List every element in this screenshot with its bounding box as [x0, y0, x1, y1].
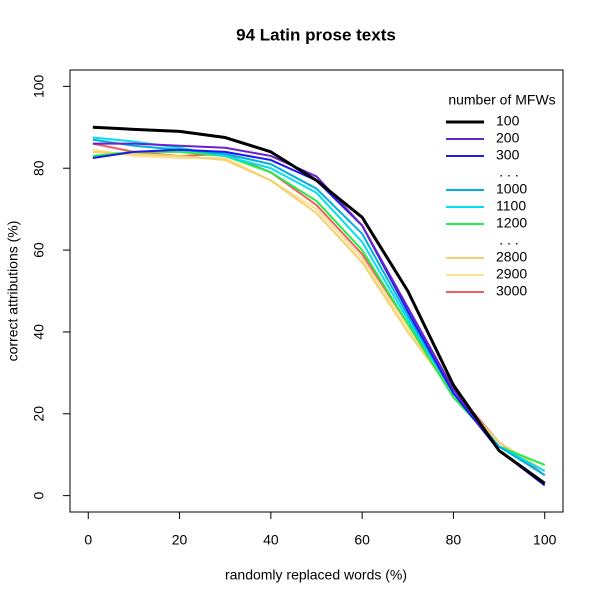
legend-gap: . . . [499, 232, 518, 248]
legend-label: 2800 [496, 249, 527, 265]
x-tick-label: 20 [172, 532, 188, 548]
legend-label: 1200 [496, 215, 527, 231]
x-tick-label: 100 [533, 532, 557, 548]
y-tick-label: 0 [31, 492, 47, 500]
chart-title: 94 Latin prose texts [236, 25, 396, 44]
x-tick-label: 60 [354, 532, 370, 548]
y-tick-label: 20 [31, 406, 47, 422]
x-tick-label: 40 [263, 532, 279, 548]
legend-title: number of MFWs [448, 92, 555, 108]
y-tick-label: 80 [31, 160, 47, 176]
series-line [92, 125, 546, 485]
plot-frame [69, 69, 564, 513]
x-tick-label: 80 [446, 532, 462, 548]
legend-label: 100 [496, 113, 520, 129]
legend-label: 300 [496, 147, 520, 163]
legend-label: 1000 [496, 181, 527, 197]
y-tick-label: 40 [31, 324, 47, 340]
x-axis-label: randomly replaced words (%) [225, 567, 407, 583]
y-tick-label: 60 [31, 242, 47, 258]
legend-label: 1100 [496, 198, 526, 214]
y-axis-label: correct attributions (%) [5, 221, 21, 362]
legend-label: 2900 [496, 266, 527, 282]
legend-gap: . . . [499, 164, 518, 180]
x-tick-label: 0 [84, 532, 92, 548]
series-line [92, 148, 546, 487]
series-line [92, 142, 546, 476]
series-line [92, 142, 546, 485]
y-tick-label: 100 [31, 74, 47, 98]
legend-label: 200 [496, 130, 520, 146]
legend-label: 3000 [496, 283, 527, 299]
